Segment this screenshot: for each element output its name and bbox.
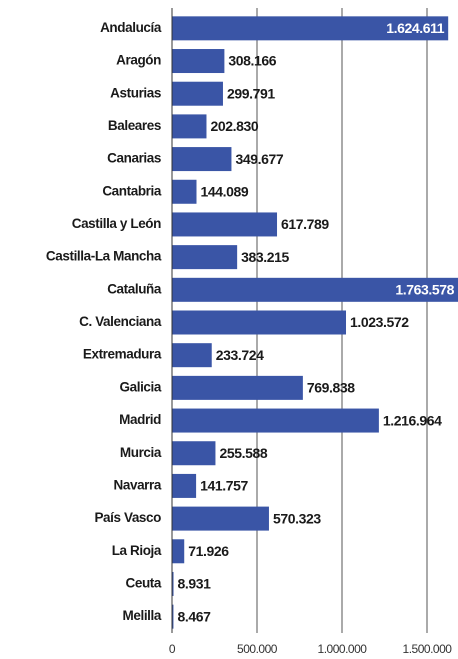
category-label: Galicia	[120, 379, 162, 394]
category-label: Baleares	[108, 118, 161, 133]
value-label: 8.467	[177, 608, 211, 624]
value-label: 144.089	[200, 183, 248, 199]
x-tick-label: 1.000.000	[318, 642, 368, 656]
bar	[172, 408, 379, 433]
category-label: Ceuta	[125, 576, 161, 591]
bar	[172, 473, 197, 498]
category-label: C. Valenciana	[79, 314, 162, 329]
bar	[172, 245, 238, 270]
category-label: Extremadura	[83, 347, 162, 362]
value-label: 308.166	[228, 53, 276, 69]
category-label: Melilla	[123, 608, 162, 623]
bar	[172, 212, 278, 237]
bar	[172, 49, 225, 74]
category-label: Cantabria	[102, 183, 162, 198]
category-label: La Rioja	[112, 543, 162, 558]
value-label: 8.931	[178, 576, 212, 592]
value-label: 570.323	[273, 510, 321, 526]
bar	[172, 604, 174, 629]
bar	[172, 179, 197, 204]
category-label: Castilla y León	[72, 216, 161, 231]
bar	[172, 441, 216, 466]
bar	[172, 571, 174, 596]
bar	[172, 81, 223, 106]
category-label: Castilla-La Mancha	[46, 249, 162, 264]
value-label: 1.624.611	[386, 20, 445, 36]
category-label: Andalucía	[100, 20, 162, 35]
value-label: 233.724	[216, 347, 264, 363]
value-label: 349.677	[235, 151, 283, 167]
bar	[172, 114, 207, 139]
category-label: Aragón	[116, 53, 161, 68]
x-tick-label: 1.500.000	[403, 642, 453, 656]
category-label: Asturias	[110, 85, 161, 100]
value-label: 1.763.578	[395, 282, 454, 298]
value-label: 617.789	[281, 216, 329, 232]
category-label: Cataluña	[107, 281, 162, 296]
value-label: 1.216.964	[383, 412, 442, 428]
bar	[172, 310, 347, 335]
bar	[172, 375, 303, 400]
bar	[172, 147, 232, 172]
bar	[172, 343, 212, 368]
category-label: Murcia	[120, 445, 162, 460]
value-label: 141.757	[200, 478, 248, 494]
bar	[172, 539, 185, 564]
bar	[172, 277, 458, 302]
bar	[172, 506, 269, 531]
value-label: 383.215	[241, 249, 289, 265]
value-label: 299.791	[227, 85, 275, 101]
bar	[172, 16, 449, 41]
category-label: Navarra	[114, 477, 162, 492]
x-tick-label: 0	[169, 642, 176, 656]
value-label: 255.588	[219, 445, 267, 461]
x-tick-label: 500.000	[237, 642, 278, 656]
value-label: 1.023.572	[350, 314, 409, 330]
value-label: 71.926	[188, 543, 229, 559]
category-label: País Vasco	[94, 510, 161, 525]
value-label: 202.830	[210, 118, 258, 134]
category-label: Canarias	[107, 151, 161, 166]
category-label: Madrid	[119, 412, 161, 427]
value-label: 769.838	[307, 380, 355, 396]
